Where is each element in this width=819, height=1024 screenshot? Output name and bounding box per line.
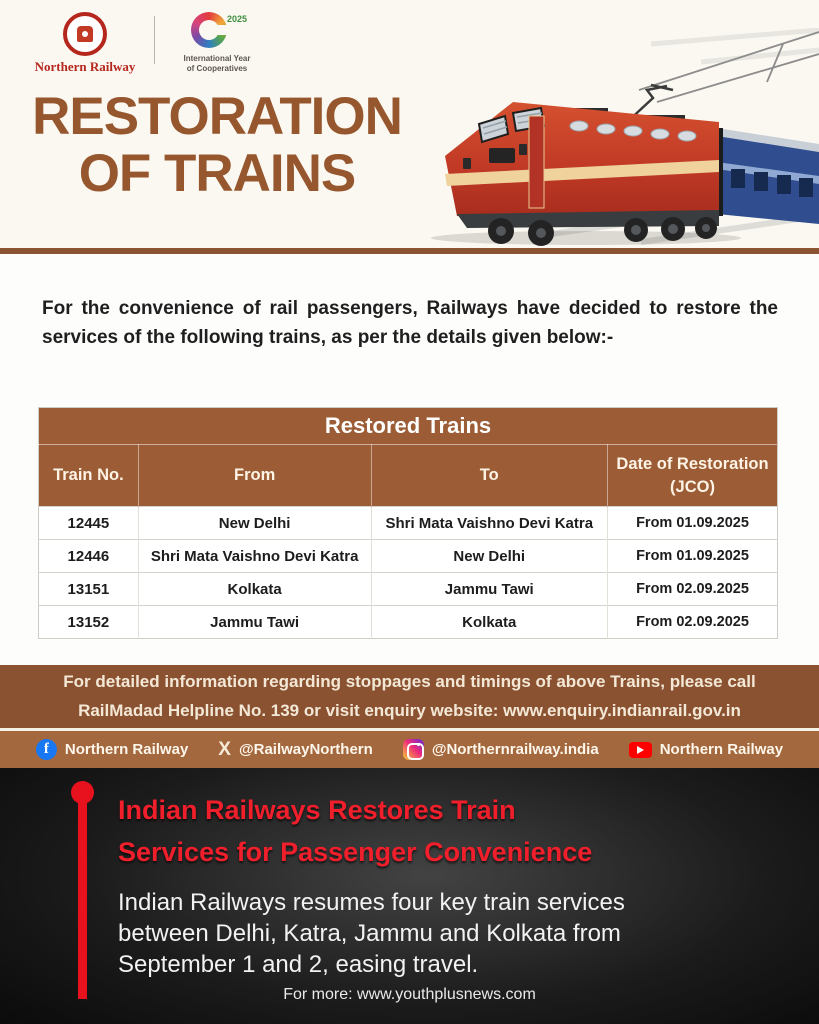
table-row: 12446 Shri Mata Vaishno Devi Katra New D…	[38, 539, 778, 573]
column-header-date: Date of Restoration (JCO)	[607, 444, 778, 507]
cell-to: Jammu Tawi	[370, 572, 608, 606]
cooperatives-logo-text: International Year of Cooperatives	[184, 54, 251, 74]
table-caption: Restored Trains	[38, 407, 778, 445]
cooperatives-logo-text-line1: International Year	[183, 54, 251, 63]
x-twitter-link[interactable]: X @RailwayNorthern	[218, 740, 373, 759]
restored-trains-table: Restored Trains Train No. From To Date o…	[38, 407, 778, 639]
cooperatives-year-logo: 2025 International Year of Cooperatives	[169, 12, 265, 74]
news-headline-line1: Indian Railways Restores Train	[118, 795, 516, 825]
train-illustration	[401, 27, 819, 246]
cell-train-no: 12446	[38, 539, 139, 573]
northern-railway-emblem-icon	[63, 12, 107, 56]
red-accent-line	[78, 801, 87, 999]
poster-title-line1: RESTORATION	[32, 87, 403, 146]
intro-paragraph: For the convenience of rail passengers, …	[42, 298, 778, 349]
cooperatives-c-icon	[191, 12, 230, 48]
facebook-link[interactable]: f Northern Railway	[35, 739, 189, 760]
instagram-handle: @Northernrailway.india	[431, 741, 599, 758]
social-media-bar: f Northern Railway X @RailwayNorthern @N…	[0, 731, 819, 768]
poster-header: Northern Railway 2025 International Year…	[0, 0, 819, 248]
column-header-to: To	[370, 444, 608, 507]
news-text-block: Indian Railways Restores Train Services …	[118, 790, 698, 980]
northern-railway-logo: Northern Railway	[30, 12, 140, 75]
news-summary-section: Indian Railways Restores Train Services …	[0, 768, 819, 1024]
logo-divider	[154, 16, 155, 64]
poster-title-line2: OF TRAINS	[78, 144, 357, 204]
cell-date: From 01.09.2025	[607, 539, 778, 573]
cell-to: New Delhi	[370, 539, 608, 573]
brown-divider-bar	[0, 248, 819, 256]
instagram-link[interactable]: @Northernrailway.india	[402, 739, 599, 760]
cell-date: From 02.09.2025	[607, 572, 778, 606]
facebook-icon: f	[35, 739, 57, 760]
news-headline-line2: Services for Passenger Convenience	[118, 836, 593, 867]
cell-train-no: 12445	[38, 506, 139, 540]
cell-from: Kolkata	[137, 572, 372, 606]
cell-from: Jammu Tawi	[137, 605, 372, 639]
x-twitter-handle: @RailwayNorthern	[238, 741, 373, 758]
cell-from: Shri Mata Vaishno Devi Katra	[137, 539, 372, 573]
column-header-from: From	[137, 444, 372, 507]
news-source-text: For more: www.youthplusnews.com	[283, 986, 536, 1003]
cell-date: From 02.09.2025	[607, 605, 778, 639]
table-row: 13151 Kolkata Jammu Tawi From 02.09.2025	[38, 572, 778, 606]
northern-railway-logo-label: Northern Railway	[34, 59, 136, 74]
x-twitter-icon: X	[218, 739, 231, 760]
cooperatives-logo-text-line2: of Cooperatives	[186, 64, 248, 73]
banner-separator	[0, 728, 819, 731]
cooperatives-logo-mark: 2025	[187, 12, 247, 52]
cell-train-no: 13151	[38, 572, 139, 606]
notice-body: For the convenience of rail passengers, …	[0, 256, 819, 665]
facebook-handle: Northern Railway	[64, 741, 189, 758]
logo-row: Northern Railway 2025 International Year…	[30, 12, 265, 75]
helpline-banner: For detailed information regarding stopp…	[0, 665, 819, 728]
cooperatives-year-label: 2025	[226, 14, 247, 24]
table-row: 12445 New Delhi Shri Mata Vaishno Devi K…	[38, 506, 778, 540]
cell-from: New Delhi	[137, 506, 372, 540]
helpline-text: For detailed information regarding stopp…	[63, 672, 756, 720]
red-pin-icon	[71, 781, 94, 804]
cell-train-no: 13152	[38, 605, 139, 639]
instagram-icon	[402, 739, 424, 760]
news-headline: Indian Railways Restores Train Services …	[118, 790, 698, 874]
youtube-handle: Northern Railway	[659, 741, 784, 758]
youtube-icon	[628, 741, 652, 758]
column-header-train-no: Train No.	[38, 444, 139, 507]
youtube-link[interactable]: Northern Railway	[628, 741, 784, 758]
cell-to: Shri Mata Vaishno Devi Katra	[370, 506, 608, 540]
cell-to: Kolkata	[370, 605, 608, 639]
news-body-text: Indian Railways resumes four key train s…	[118, 888, 625, 979]
table-row: 13152 Jammu Tawi Kolkata From 02.09.2025	[38, 605, 778, 639]
cell-date: From 01.09.2025	[607, 506, 778, 540]
poster-title: RESTORATION OF TRAINS	[18, 87, 416, 204]
